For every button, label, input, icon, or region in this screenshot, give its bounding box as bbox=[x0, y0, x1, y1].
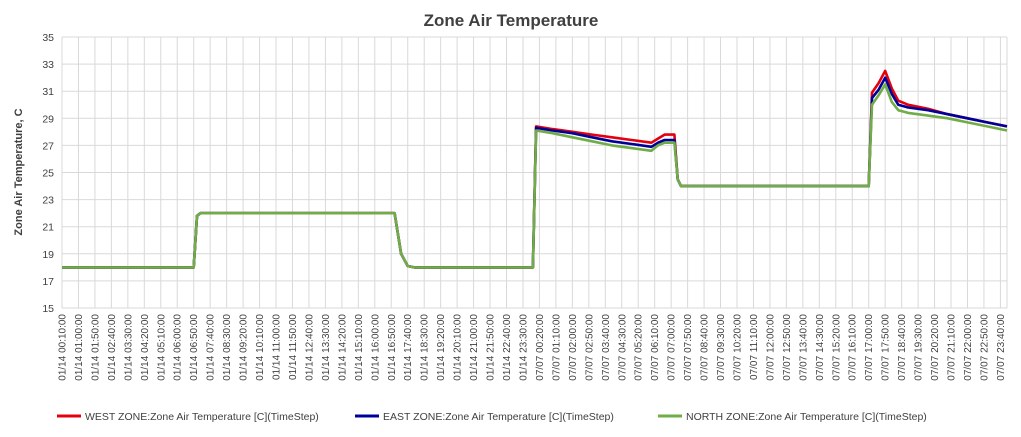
x-tick-label: 01/14 04:20:00 bbox=[140, 314, 151, 381]
x-tick-label: 07/07 22:50:00 bbox=[979, 314, 990, 381]
x-tick-label: 01/14 18:30:00 bbox=[420, 314, 431, 381]
y-tick-labels: 15 17 19 21 23 25 27 29 31 33 35 bbox=[42, 32, 54, 315]
x-tick-label: 01/14 01:50:00 bbox=[90, 314, 101, 381]
x-tick-label: 07/07 01:10:00 bbox=[551, 314, 562, 381]
x-tick-label: 07/07 16:10:00 bbox=[848, 314, 859, 381]
y-tick-label: 33 bbox=[42, 59, 54, 71]
x-tick-label: 07/07 04:30:00 bbox=[617, 314, 628, 381]
x-tick-label: 01/14 12:40:00 bbox=[304, 314, 315, 381]
x-tick-label: 07/07 12:00:00 bbox=[765, 314, 776, 381]
x-tick-label: 01/14 08:30:00 bbox=[222, 314, 233, 381]
x-tick-label: 01/14 07:40:00 bbox=[206, 314, 217, 381]
x-tick-label: 01/14 19:20:00 bbox=[436, 314, 447, 381]
y-tick-label: 17 bbox=[42, 276, 54, 288]
y-tick-label: 21 bbox=[42, 222, 54, 234]
x-tick-label: 07/07 19:30:00 bbox=[914, 314, 925, 381]
x-tick-label: 01/14 11:00:00 bbox=[272, 314, 283, 380]
y-tick-label: 27 bbox=[42, 140, 54, 152]
x-tick-label: 01/14 22:40:00 bbox=[502, 314, 513, 381]
x-tick-label: 01/14 05:10:00 bbox=[156, 314, 167, 381]
y-tick-label: 19 bbox=[42, 249, 54, 261]
x-tick-label: 07/07 05:20:00 bbox=[634, 314, 645, 381]
x-tick-label: 07/07 06:10:00 bbox=[650, 314, 661, 381]
x-tick-label: 01/14 23:30:00 bbox=[518, 314, 529, 381]
x-tick-label: 07/07 23:40:00 bbox=[996, 314, 1007, 381]
y-tick-label: 31 bbox=[42, 86, 54, 98]
x-tick-label: 01/14 16:00:00 bbox=[370, 314, 381, 381]
x-tick-label: 07/07 17:50:00 bbox=[881, 314, 892, 381]
x-tick-label: 07/07 17:00:00 bbox=[864, 314, 875, 381]
x-tick-label: 07/07 11:10:00 bbox=[749, 314, 760, 380]
x-tick-label: 07/07 12:50:00 bbox=[782, 314, 793, 381]
x-tick-label: 07/07 02:00:00 bbox=[568, 314, 579, 381]
x-tick-label: 01/14 06:00:00 bbox=[173, 314, 184, 381]
x-tick-label: 01/14 21:00:00 bbox=[469, 314, 480, 381]
legend-label-1: WEST ZONE:Zone Air Temperature [C](TimeS… bbox=[85, 411, 319, 423]
x-tick-label: 07/07 09:30:00 bbox=[716, 314, 727, 381]
x-tick-label: 01/14 21:50:00 bbox=[486, 314, 497, 381]
y-tick-label: 29 bbox=[42, 113, 54, 125]
y-tick-label: 35 bbox=[42, 32, 54, 44]
x-tick-label: 07/07 02:50:00 bbox=[584, 314, 595, 381]
x-tick-label: 07/07 07:50:00 bbox=[683, 314, 694, 381]
x-tick-label: 07/07 08:40:00 bbox=[700, 314, 711, 381]
x-tick-label: 07/07 10:20:00 bbox=[733, 314, 744, 381]
x-tick-label: 07/07 07:00:00 bbox=[667, 314, 678, 381]
legend-label-3: NORTH ZONE:Zone Air Temperature [C](Time… bbox=[686, 411, 927, 423]
y-tick-label: 25 bbox=[42, 168, 54, 180]
x-tick-label: 01/14 06:50:00 bbox=[189, 314, 200, 381]
legend: WEST ZONE:Zone Air Temperature [C](TimeS… bbox=[57, 411, 927, 423]
chart-title: Zone Air Temperature bbox=[424, 11, 599, 30]
x-tick-label: 07/07 14:30:00 bbox=[815, 314, 826, 381]
x-tick-label: 07/07 00:20:00 bbox=[535, 314, 546, 381]
y-axis-label: Zone Air Temperature, C bbox=[13, 108, 25, 235]
x-tick-label: 01/14 00:10:00 bbox=[58, 314, 69, 381]
x-tick-label: 01/14 10:10:00 bbox=[255, 314, 266, 381]
x-tick-label: 01/14 09:20:00 bbox=[239, 314, 250, 381]
x-tick-label: 07/07 15:20:00 bbox=[831, 314, 842, 381]
x-tick-label: 01/14 20:10:00 bbox=[453, 314, 464, 381]
x-tick-label: 07/07 22:00:00 bbox=[963, 314, 974, 381]
x-tick-labels: 01/14 00:10:00 01/14 01:00:00 01/14 01:50:… bbox=[58, 314, 1007, 381]
y-tick-label: 15 bbox=[42, 303, 54, 315]
y-tick-label: 23 bbox=[42, 195, 54, 207]
x-tick-label: 07/07 20:20:00 bbox=[930, 314, 941, 381]
x-tick-label: 01/14 14:20:00 bbox=[337, 314, 348, 381]
series-line-3 bbox=[62, 83, 1008, 269]
x-tick-label: 01/14 16:50:00 bbox=[387, 314, 398, 381]
legend-label-2: EAST ZONE:Zone Air Temperature [C](TimeS… bbox=[383, 411, 614, 423]
x-tick-label: 01/14 02:40:00 bbox=[107, 314, 118, 381]
x-tick-label: 07/07 21:10:00 bbox=[947, 314, 958, 381]
x-tick-label: 01/14 03:30:00 bbox=[123, 314, 134, 381]
x-tick-label: 01/14 13:30:00 bbox=[321, 314, 332, 381]
x-tick-label: 07/07 18:40:00 bbox=[897, 314, 908, 381]
x-tick-label: 07/07 13:40:00 bbox=[798, 314, 809, 381]
x-tick-label: 07/07 03:40:00 bbox=[601, 314, 612, 381]
x-tick-label: 01/14 11:50:00 bbox=[288, 314, 299, 380]
x-tick-label: 01/14 15:10:00 bbox=[354, 314, 365, 381]
series-lines bbox=[62, 69, 1008, 269]
x-tick-label: 01/14 17:40:00 bbox=[403, 314, 414, 381]
x-tick-label: 01/14 01:00:00 bbox=[74, 314, 85, 381]
